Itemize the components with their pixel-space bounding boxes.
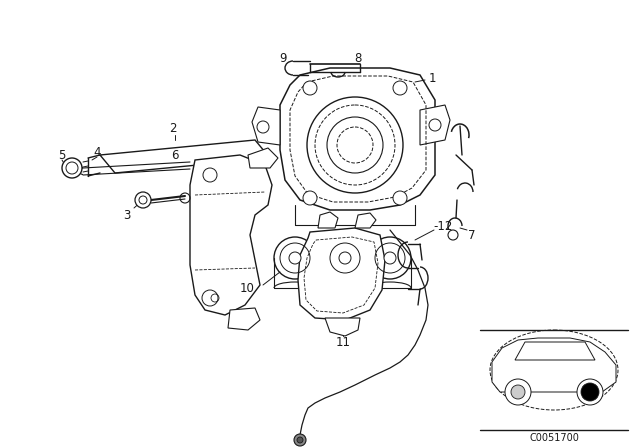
Polygon shape [355, 213, 376, 228]
Circle shape [289, 252, 301, 264]
Circle shape [202, 290, 218, 306]
Circle shape [369, 237, 411, 279]
Circle shape [577, 379, 603, 405]
Text: 10: 10 [239, 281, 255, 294]
Text: 5: 5 [58, 148, 66, 161]
Text: C0051700: C0051700 [529, 433, 579, 443]
Circle shape [297, 437, 303, 443]
Polygon shape [420, 105, 450, 145]
Polygon shape [228, 308, 260, 330]
Circle shape [62, 158, 82, 178]
Polygon shape [252, 107, 280, 145]
Polygon shape [298, 228, 385, 320]
Polygon shape [280, 68, 435, 210]
Circle shape [505, 379, 531, 405]
Text: 2: 2 [169, 121, 177, 134]
Polygon shape [318, 212, 338, 228]
Circle shape [384, 252, 396, 264]
Circle shape [135, 192, 151, 208]
Circle shape [393, 81, 407, 95]
Polygon shape [325, 318, 360, 336]
Polygon shape [492, 338, 616, 392]
Circle shape [294, 434, 306, 446]
Circle shape [303, 81, 317, 95]
Text: 7: 7 [468, 228, 476, 241]
Text: 11: 11 [335, 336, 351, 349]
Text: 8: 8 [355, 52, 362, 65]
Circle shape [339, 252, 351, 264]
Circle shape [324, 237, 366, 279]
Circle shape [511, 385, 525, 399]
Text: 1: 1 [428, 72, 436, 85]
Polygon shape [248, 148, 278, 168]
Text: 9: 9 [279, 52, 287, 65]
Text: 6: 6 [172, 148, 179, 161]
Circle shape [429, 119, 441, 131]
Circle shape [393, 191, 407, 205]
Text: 4: 4 [93, 146, 100, 159]
Circle shape [581, 383, 599, 401]
Polygon shape [190, 155, 272, 315]
Polygon shape [100, 140, 270, 173]
Circle shape [307, 97, 403, 193]
Circle shape [303, 191, 317, 205]
Circle shape [203, 168, 217, 182]
Polygon shape [515, 342, 595, 360]
Text: -12: -12 [433, 220, 452, 233]
Text: 3: 3 [124, 208, 131, 221]
Circle shape [274, 237, 316, 279]
Circle shape [257, 121, 269, 133]
